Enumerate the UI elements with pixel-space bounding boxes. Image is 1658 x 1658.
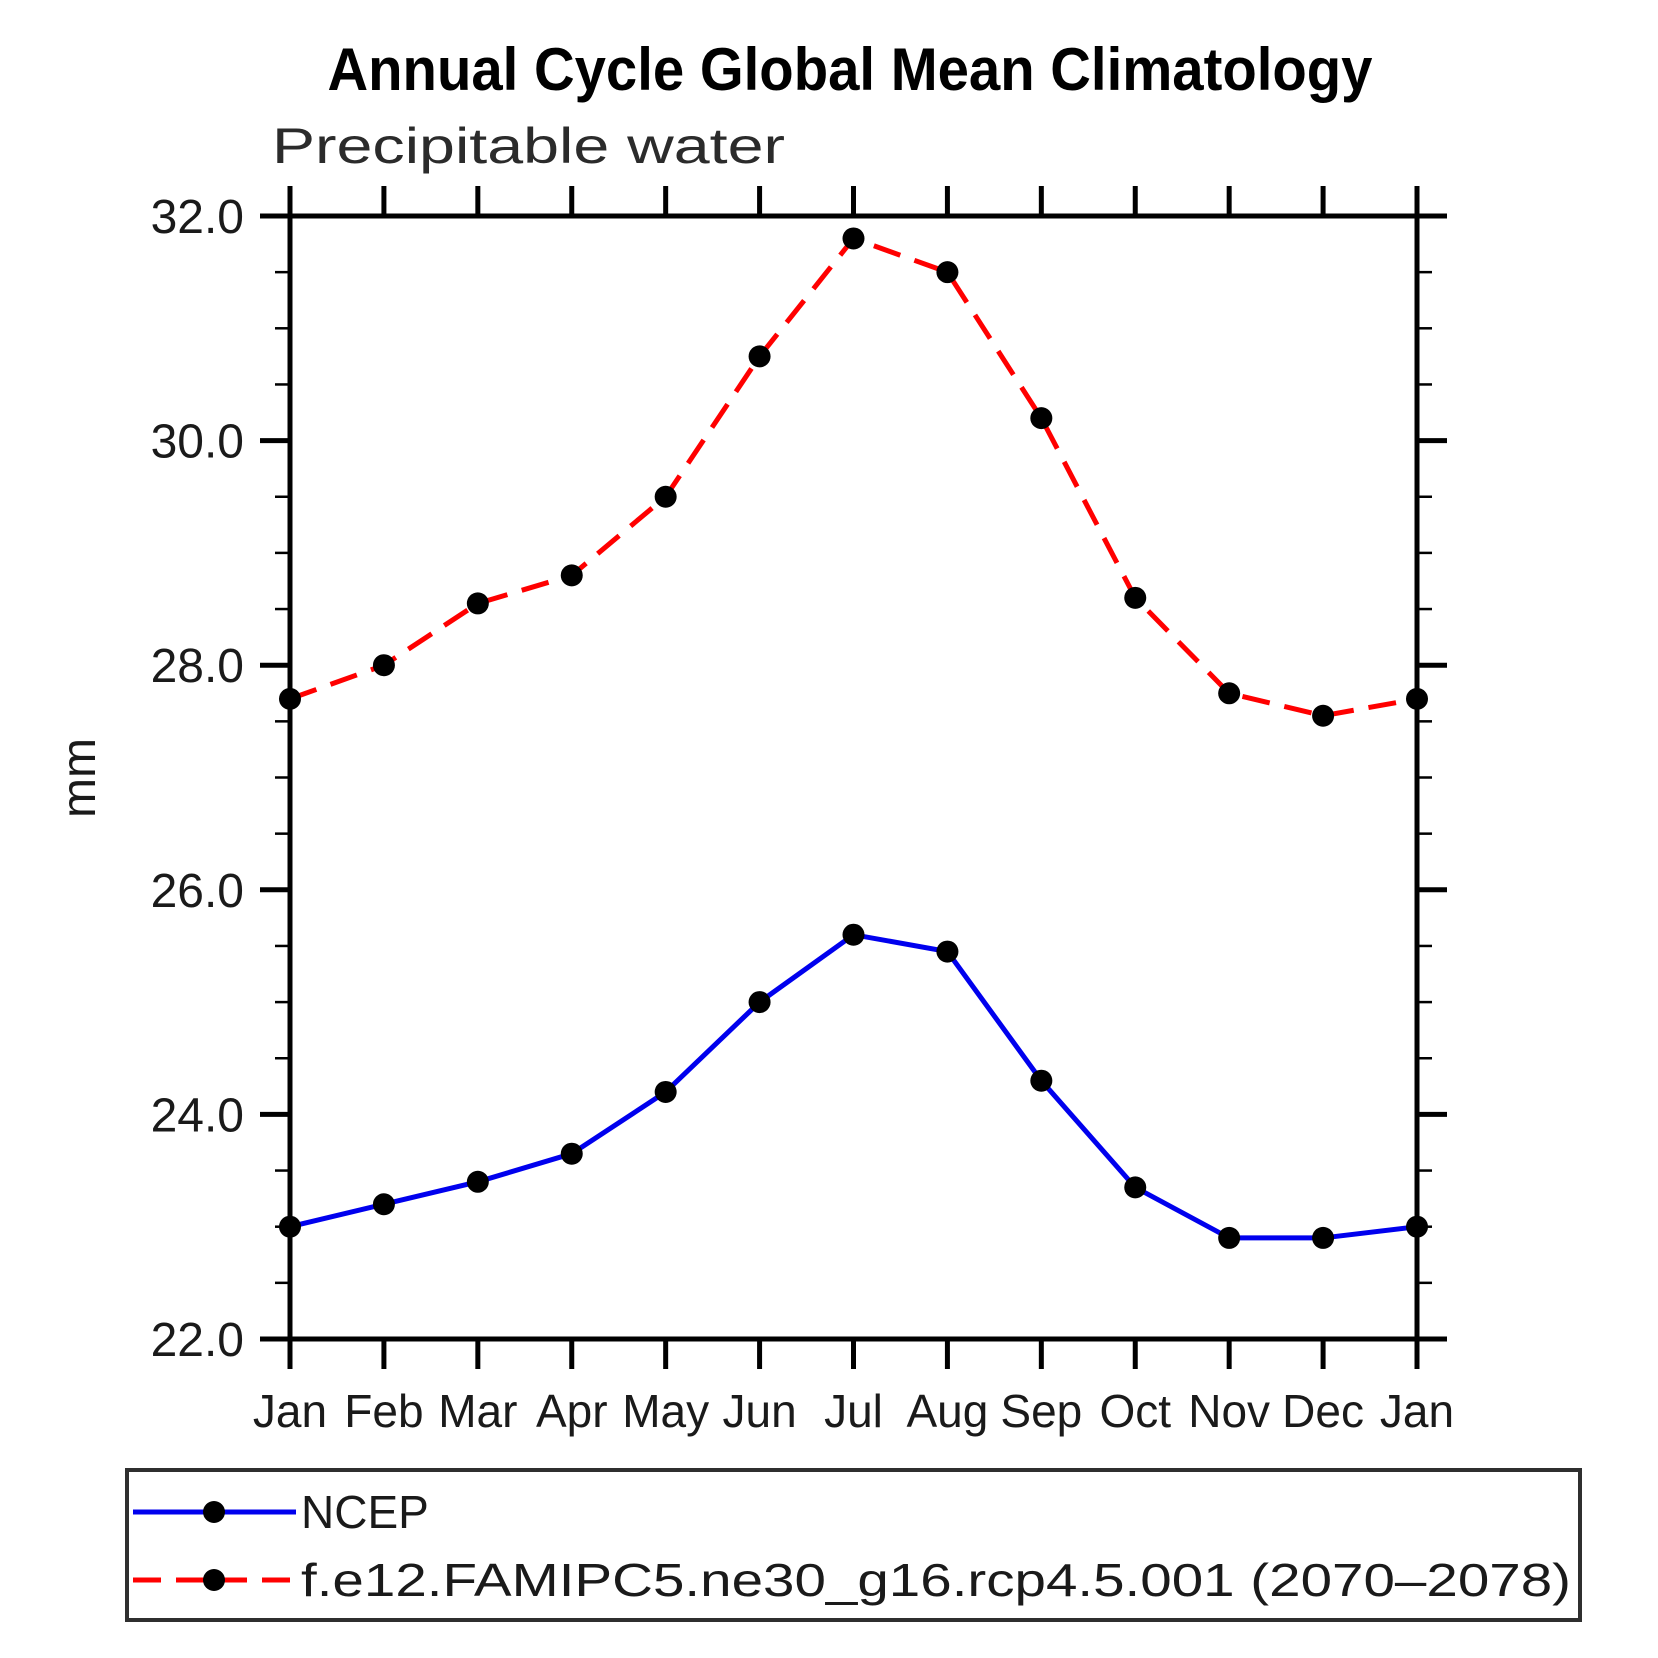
data-point-marker [1030, 1069, 1053, 1092]
chart-title: Annual Cycle Global Mean Climatology [328, 36, 1374, 103]
x-tick-label: Sep [1000, 1385, 1082, 1437]
y-tick-label: 30.0 [151, 416, 244, 469]
x-tick-label: Jul [824, 1385, 883, 1437]
x-tick-label: Jan [1380, 1385, 1454, 1437]
y-tick-label: 32.0 [151, 191, 244, 244]
legend-label: f.e12.FAMIPC5.ne30_g16.rcp4.5.001 (2070–… [301, 1554, 1571, 1606]
legend-marker [203, 1501, 225, 1523]
plot-frame [287, 213, 1420, 1342]
legend-marker [203, 1569, 225, 1591]
x-tick-label: Jun [722, 1385, 796, 1437]
y-tick-label: 22.0 [151, 1314, 244, 1367]
x-tick-label: Apr [536, 1385, 608, 1437]
data-point-marker [372, 654, 395, 677]
data-point-marker [936, 940, 959, 963]
data-point-marker [1124, 1176, 1147, 1199]
data-point-marker [279, 1215, 301, 1238]
data-point-marker [842, 227, 865, 250]
y-tick-label: 24.0 [151, 1089, 244, 1142]
y-tick-label: 26.0 [151, 865, 244, 918]
chart-subtitle: Precipitable water [272, 118, 785, 174]
data-point-marker [1218, 1226, 1241, 1249]
data-point-marker [466, 592, 489, 615]
data-point-marker [1312, 704, 1335, 727]
series-line-ncep [289, 932, 1418, 1241]
data-point-marker [560, 564, 583, 587]
x-tick-label: Aug [906, 1385, 988, 1437]
data-point-marker [654, 485, 677, 508]
data-point-marker [372, 1193, 395, 1216]
legend-label: NCEP [301, 1486, 429, 1538]
legend-entry: f.e12.FAMIPC5.ne30_g16.rcp4.5.001 (2070–… [133, 1554, 1571, 1606]
data-point-marker [936, 261, 959, 284]
x-tick-label: Nov [1188, 1385, 1270, 1437]
series-line-model [289, 235, 1418, 719]
x-tick-label: Feb [344, 1385, 423, 1437]
x-tick-label: Dec [1282, 1385, 1364, 1437]
data-point-marker [748, 991, 771, 1014]
legend-box [125, 1468, 1582, 1622]
data-point-marker [654, 1080, 677, 1103]
data-point-marker [1406, 1215, 1428, 1238]
legend-entry: NCEP [133, 1486, 429, 1538]
legend: NCEP f.e12.FAMIPC5.ne30_g16.rcp4.5.001 (2… [125, 1468, 1582, 1622]
data-point-marker [842, 923, 865, 946]
data-point-marker [1124, 586, 1147, 609]
data-point-marker [1406, 687, 1428, 710]
x-tick-label: May [622, 1385, 709, 1437]
data-point-marker [279, 687, 301, 710]
data-point-marker [748, 345, 771, 368]
data-point-marker [560, 1142, 583, 1165]
x-tick-label: Mar [438, 1385, 517, 1437]
x-tick-label: Oct [1099, 1385, 1171, 1437]
data-point-marker [1218, 682, 1241, 705]
x-tick-label: Jan [253, 1385, 327, 1437]
y-axis-title: mm [53, 738, 106, 818]
data-point-marker [1030, 407, 1053, 430]
data-point-marker [466, 1170, 489, 1193]
y-tick-label: 28.0 [151, 640, 244, 693]
data-point-marker [1312, 1226, 1335, 1249]
